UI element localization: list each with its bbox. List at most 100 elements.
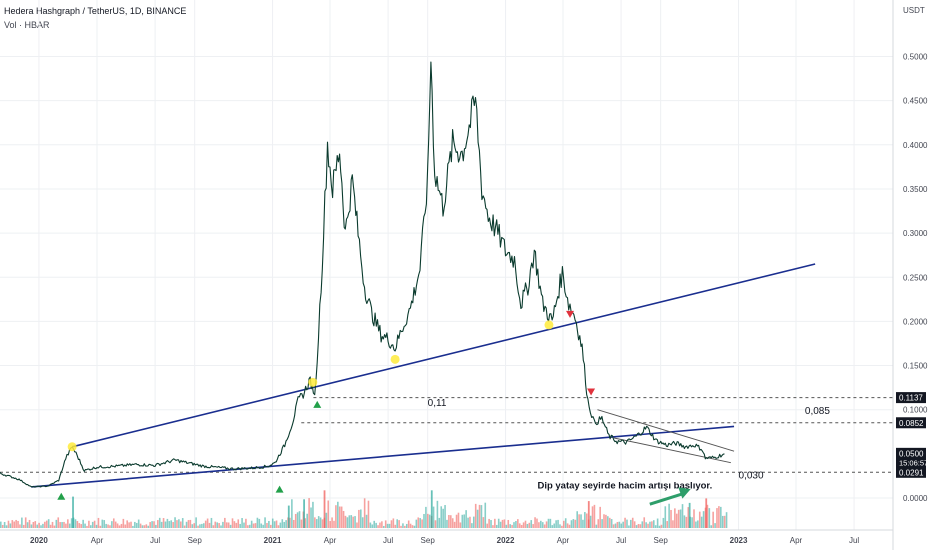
volume-spike-bar: [72, 496, 74, 528]
volume-bar: [15, 519, 17, 528]
volume-bar: [520, 524, 523, 528]
volume-spike-bar: [688, 502, 691, 528]
volume-bar: [352, 516, 354, 528]
volume-bar: [319, 517, 322, 528]
volume-bar: [164, 521, 167, 528]
y-tick-label: 0.0000: [903, 494, 928, 503]
sell-signal-marker: [587, 388, 596, 396]
volume-bar: [310, 507, 312, 528]
horizontal-level-label: 0,030: [739, 471, 764, 482]
volume-bar: [700, 516, 703, 528]
chart-title: Hedera Hashgraph / TetherUS, 1D, BINANCE: [4, 6, 187, 16]
volume-bar: [210, 517, 213, 528]
volume-bar: [304, 518, 307, 528]
volume-bar: [584, 512, 586, 528]
volume-bar: [628, 525, 630, 528]
volume-bar: [674, 508, 676, 528]
volume-bar: [51, 521, 54, 528]
price-axis-label-box: [896, 466, 926, 478]
volume-bar: [174, 517, 176, 528]
volume-bar: [608, 517, 611, 528]
countdown-label: 15:06:57: [899, 458, 928, 467]
volume-bar: [591, 506, 594, 528]
volume-bar: [576, 511, 578, 528]
volume-bar: [651, 521, 653, 528]
volume-bar: [135, 522, 138, 528]
volume-bar: [149, 522, 151, 528]
volume-bar: [532, 524, 534, 528]
volume-bar: [183, 525, 186, 528]
volume-bar: [120, 523, 123, 528]
volume-bar: [444, 505, 446, 528]
volume-bar: [312, 501, 314, 528]
volume-bar: [660, 524, 663, 528]
volume-bar: [463, 514, 466, 528]
volume-bar: [497, 518, 500, 528]
volume-bar: [262, 524, 264, 528]
volume-bar: [187, 520, 190, 528]
volume-bar: [128, 522, 130, 528]
volume-bar: [618, 521, 621, 528]
volume-bar: [528, 522, 531, 528]
volume-bar: [664, 506, 667, 528]
volume-bar: [291, 499, 293, 528]
volume-spike-bar: [430, 490, 433, 528]
x-tick-label: Sep: [188, 536, 203, 545]
volume-bar: [635, 525, 638, 528]
volume-bar: [5, 525, 8, 528]
volume-bar: [153, 521, 155, 528]
volume-bar: [281, 519, 284, 528]
volume-bar: [538, 522, 540, 528]
volume-bar: [111, 521, 113, 528]
volume-bar: [455, 514, 458, 528]
volume-bar: [706, 504, 709, 528]
volume-bar: [714, 523, 716, 528]
volume-bar: [116, 523, 119, 528]
volume-bar: [381, 521, 383, 528]
support-trendline: [31, 425, 735, 488]
volume-bar: [582, 519, 584, 528]
volume-bar: [193, 523, 196, 528]
volume-bar: [453, 521, 456, 528]
volume-indicator-label[interactable]: Vol · HBAR: [4, 20, 50, 30]
volume-bar: [490, 520, 492, 528]
volume-bar: [509, 524, 511, 528]
volume-bar: [607, 516, 609, 528]
volume-bar: [561, 525, 563, 528]
volume-bar: [342, 510, 345, 528]
volume-bar: [124, 524, 127, 528]
volume-bar: [256, 517, 259, 528]
volume-bar: [185, 521, 188, 528]
volume-bar: [178, 519, 180, 528]
volume-bar: [545, 521, 548, 528]
volume-bar: [38, 522, 40, 528]
volume-bar: [434, 520, 437, 528]
volume-bar: [358, 509, 360, 528]
volume-bar: [499, 521, 502, 528]
volume-bar: [160, 521, 163, 528]
trendline-touch-point: [390, 354, 400, 364]
channel-lower-line: [613, 437, 731, 464]
volume-bar: [202, 523, 205, 528]
volume-bar: [580, 514, 582, 528]
y-tick-label: 0.5000: [903, 53, 928, 62]
volume-bar: [99, 525, 102, 528]
volume-bar: [227, 522, 230, 528]
volume-bar: [388, 523, 391, 528]
trendline-touch-point: [67, 442, 77, 452]
volume-bar: [114, 521, 117, 528]
volume-bar: [471, 523, 473, 528]
volume-bar: [95, 524, 98, 528]
volume-bar: [201, 523, 203, 528]
volume-bar: [57, 517, 60, 528]
volume-bar: [637, 523, 640, 528]
volume-bar: [572, 519, 575, 528]
volume-bar: [21, 517, 23, 528]
volume-bar: [197, 525, 199, 528]
volume-bar: [633, 521, 636, 528]
y-tick-label: 0.4500: [903, 97, 928, 106]
price-axis-label: 0.0852: [899, 419, 924, 428]
volume-bar: [559, 524, 561, 528]
volume-bar: [32, 521, 35, 528]
